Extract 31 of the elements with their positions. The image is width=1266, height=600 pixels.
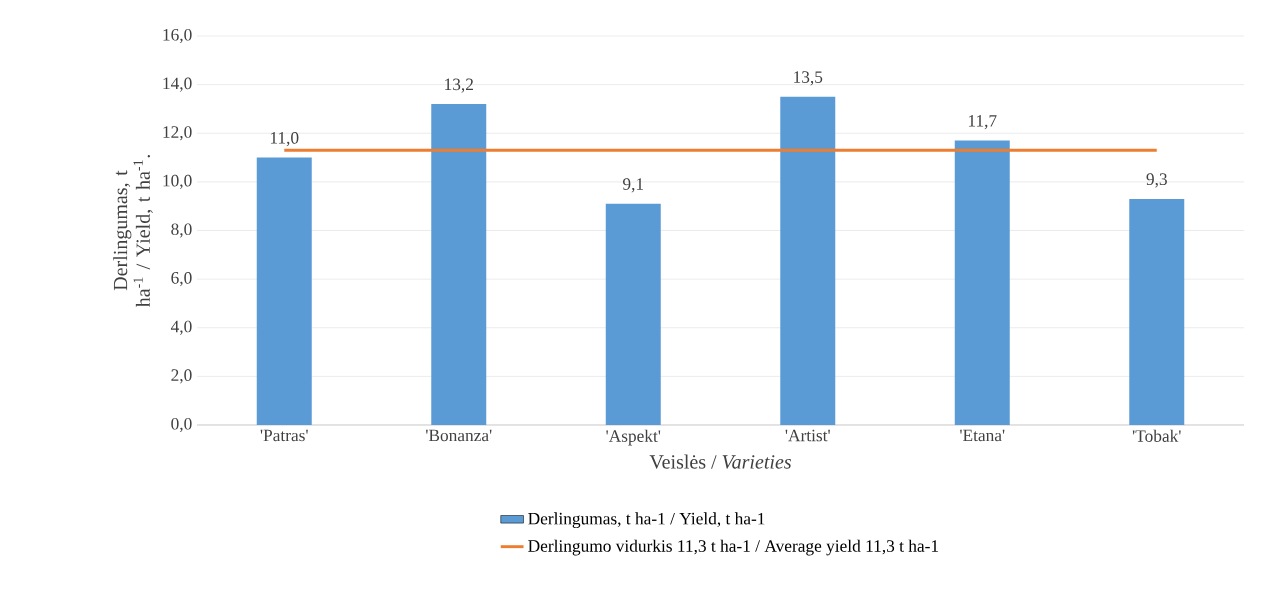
x-tick-label: 'Patras' <box>260 429 308 442</box>
y-tick-label: 0,0 <box>171 417 192 433</box>
x-tick-label: 'Etana' <box>960 429 1005 442</box>
x-tick-label: 'Tobak' <box>1132 429 1181 442</box>
bar <box>256 157 312 425</box>
x-tick-label: 'Bonanza' <box>426 429 492 442</box>
bar <box>431 104 487 425</box>
data-label: 13,2 <box>445 78 473 93</box>
x-tick-label: 'Aspekt' <box>606 429 661 446</box>
y-axis-title: Derlingumas, t ha$^{-1}$ / Yield, t ha$^{-1}$. <box>113 155 153 308</box>
y-tick-label: 2,0 <box>171 369 192 384</box>
y-tick-label: 8,0 <box>171 223 192 238</box>
bar <box>1129 198 1185 425</box>
legend-label: Derlingumas, t ha-1 / Yield, t ha-1 <box>528 512 765 529</box>
y-tick-label: 16,0 <box>163 28 192 44</box>
y-tick-label: 10,0 <box>163 174 192 189</box>
x-axis-title: Veislės / Varieties <box>649 454 792 469</box>
data-label: 9,3 <box>1146 173 1167 188</box>
x-tick-label: 'Artist' <box>785 429 830 442</box>
data-label: 11,7 <box>968 115 997 130</box>
data-label: 11,0 <box>270 131 299 147</box>
y-tick-label: 4,0 <box>170 320 192 335</box>
y-tick-label: 12,0 <box>163 126 192 141</box>
data-label: 13,5 <box>794 71 823 86</box>
bar <box>780 96 836 425</box>
data-label: 9,1 <box>622 178 644 193</box>
y-tick-label: 6,0 <box>171 272 192 287</box>
y-tick-label: 14,0 <box>163 77 192 92</box>
legend-label: Derlingumo vidurkis 11,3 t ha-1 / Average yield 11,3 t ha-1 <box>528 539 939 556</box>
bar <box>605 203 661 425</box>
bar <box>954 140 1010 425</box>
